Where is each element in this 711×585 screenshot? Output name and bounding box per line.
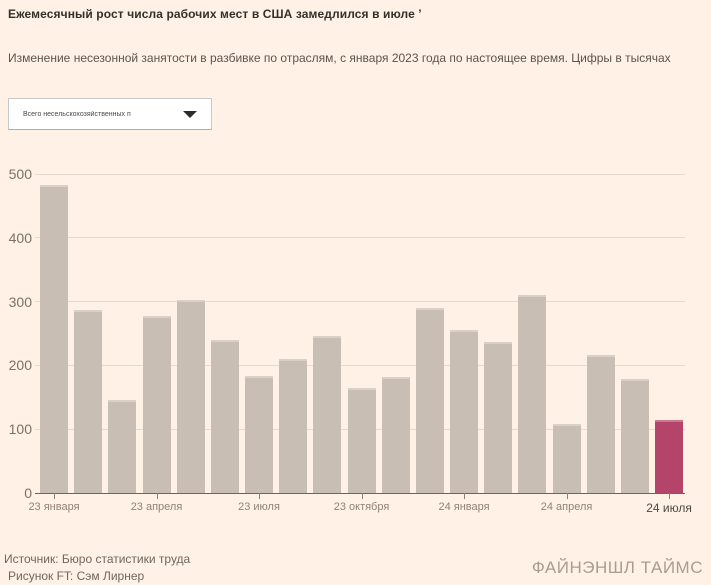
bar-highlighted — [655, 420, 684, 493]
bar — [450, 329, 479, 493]
x-axis-tick — [54, 493, 55, 499]
y-axis-label: 500 — [8, 166, 32, 182]
y-axis-label: 0 — [24, 485, 32, 501]
bar — [313, 336, 342, 493]
bar — [245, 375, 274, 493]
gridline — [35, 301, 685, 303]
x-axis-label: 23 января — [28, 501, 80, 513]
x-axis-tick — [464, 493, 466, 499]
x-axis-line — [35, 492, 685, 494]
y-axis-label: 100 — [8, 421, 32, 438]
gridline — [35, 237, 685, 239]
bar — [74, 309, 103, 493]
x-axis-tick — [361, 493, 363, 499]
bar — [620, 378, 649, 493]
y-axis-label: 400 — [8, 229, 32, 246]
bar-chart-plot-area: 0 100 200 300 400 500 23 января 23 апреля 23 июл… — [9, 166, 692, 515]
x-axis-tick — [259, 493, 261, 499]
bar — [40, 185, 68, 493]
bar — [108, 399, 137, 493]
publisher-watermark: ФАЙНЭНШЛ ТАЙМС — [531, 558, 703, 577]
bar — [210, 339, 239, 493]
bar — [381, 376, 410, 493]
series-filter-dropdown[interactable]: Всего несельскохозяйственных п — [8, 98, 212, 130]
y-axis-label: 200 — [8, 357, 32, 374]
x-axis-label: 24 января — [438, 501, 490, 513]
x-axis-tick — [566, 493, 568, 499]
series-filter-selected-value: Всего несельскохозяйственных п — [23, 110, 131, 118]
x-axis-label: 23 апреля — [130, 501, 183, 513]
bar — [142, 315, 171, 493]
y-axis-label: 300 — [8, 293, 32, 310]
x-axis-label: 24 апреля — [540, 501, 593, 513]
x-axis-label: 24 июля — [646, 501, 692, 515]
bar — [176, 299, 205, 493]
x-axis-tick — [669, 493, 671, 499]
bar — [279, 359, 308, 493]
caret-down-icon — [183, 110, 197, 118]
bar — [415, 307, 444, 493]
x-axis-label: 23 июля — [238, 501, 280, 513]
bar — [552, 424, 581, 493]
source-note: Источник: Бюро статистики труда — [4, 552, 191, 566]
bar — [347, 387, 376, 493]
bar — [586, 355, 615, 493]
gridline — [35, 364, 685, 366]
graphic-credit: Рисунок FT: Сэм Лирнер — [8, 569, 145, 583]
x-axis-tick — [156, 493, 158, 499]
bar — [484, 342, 513, 493]
gridline — [35, 173, 685, 175]
bar — [518, 295, 547, 493]
chart-subtitle: Изменение несезонной занятости в разбивк… — [8, 51, 671, 65]
x-axis-label: 23 октября — [333, 501, 390, 513]
chart-title: Ежемесячный рост числа рабочих мест в СШ… — [8, 7, 422, 21]
